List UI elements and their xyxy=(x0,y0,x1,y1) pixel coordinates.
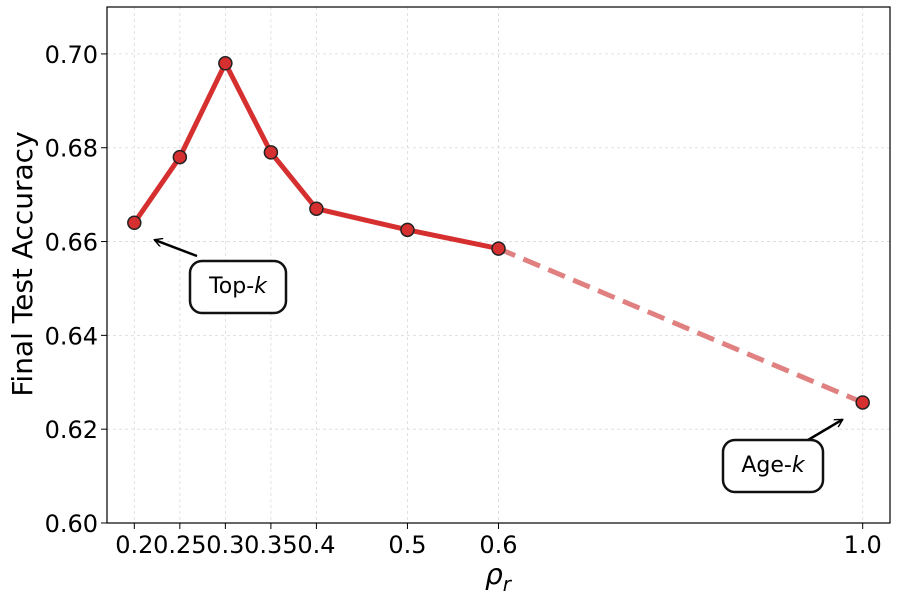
annotation-arrow-age-k xyxy=(807,418,843,442)
data-point xyxy=(309,201,324,216)
x-tick-label: 0.2 xyxy=(115,531,153,559)
data-point xyxy=(218,56,233,71)
x-tick-label: 0.4 xyxy=(297,531,335,559)
data-point xyxy=(491,241,506,256)
y-tick-label: 0.62 xyxy=(45,416,98,444)
y-tick-label: 0.70 xyxy=(45,41,98,69)
annotation-label-prefix: Age- xyxy=(741,453,792,478)
x-axis-label-symbol: ρ xyxy=(485,558,503,591)
series-line-dashed xyxy=(497,246,864,405)
points-layer xyxy=(127,56,870,410)
x-tick-label: 0.35 xyxy=(244,531,297,559)
x-axis-label: ρr xyxy=(485,558,513,596)
x-tick-label: 0.3 xyxy=(206,531,244,559)
data-point xyxy=(855,395,870,410)
tick-layer: 0.2 0.25 0.3 0.35 0.4 0.5 0.6 1.0 0.60 0.62 0.64 0.… xyxy=(45,41,882,559)
annotation-box-top-k xyxy=(188,259,288,315)
data-point xyxy=(172,149,188,165)
data-point xyxy=(400,222,415,238)
annotation-label-italic: k xyxy=(254,274,268,299)
data-point xyxy=(127,215,142,231)
y-tick-label: 0.64 xyxy=(45,322,98,350)
x-tick-label: 0.5 xyxy=(388,531,426,559)
annotation-label-top-k: Top-k xyxy=(208,274,268,299)
x-tick-label: 0.25 xyxy=(153,531,206,559)
annotation-label-prefix: Top- xyxy=(208,274,254,299)
annotation-label-age-k: Age-k xyxy=(741,453,806,478)
y-tick-label: 0.66 xyxy=(45,229,98,257)
y-tick-label: 0.68 xyxy=(45,135,98,163)
annotation-label-italic: k xyxy=(792,453,806,478)
y-tick-label: 0.60 xyxy=(45,510,98,538)
annotation-arrow-top-k xyxy=(154,240,198,258)
data-point xyxy=(263,145,279,160)
x-tick-label: 0.6 xyxy=(479,531,517,559)
annotation-box-age-k xyxy=(721,438,825,494)
x-axis-label-subscript: r xyxy=(503,572,513,596)
x-tick-label: 1.0 xyxy=(844,531,882,559)
y-axis-label: Final Test Accuracy xyxy=(6,131,39,396)
